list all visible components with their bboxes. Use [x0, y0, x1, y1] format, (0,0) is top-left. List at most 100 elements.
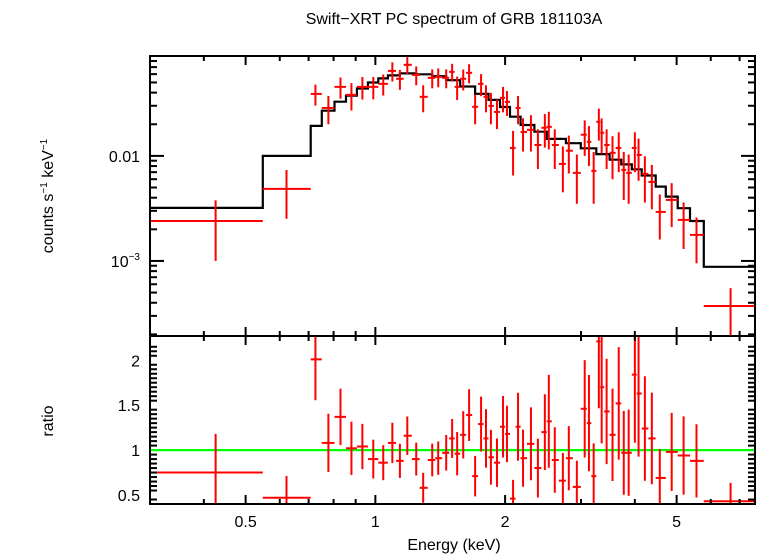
spectrum-data-point — [526, 115, 535, 152]
ratio-data-point — [703, 482, 755, 504]
ratio-data-point — [488, 429, 494, 485]
ratio-data-point — [493, 438, 500, 487]
spectrum-data-point — [356, 76, 368, 100]
ratio-data-point — [641, 376, 649, 481]
ratio-data-point — [505, 405, 511, 463]
ratio-data-point — [472, 455, 479, 497]
spectrum-data-point — [615, 132, 622, 173]
spectrum-data-point — [604, 129, 610, 170]
spectrum-data-point — [310, 84, 322, 106]
spectrum-data-point — [580, 120, 587, 156]
ratio-data-point — [483, 409, 489, 468]
y-tick-label: 1 — [131, 443, 140, 460]
ratio-data-point — [396, 443, 404, 478]
ylabel-sup1: −1 — [39, 182, 50, 194]
ylabel-base2: keV — [40, 150, 57, 182]
spectrum-data-point — [466, 64, 473, 84]
ratio-data-point — [677, 416, 690, 495]
x-tick-label: 2 — [501, 514, 510, 531]
ratio-data-point — [689, 424, 704, 498]
tick-exponent: −3 — [129, 252, 141, 263]
ratio-data-point — [631, 336, 637, 443]
x-axis-label: Energy (keV) — [407, 537, 500, 554]
spectrum-data-point — [442, 69, 450, 89]
spectrum-data-point — [565, 135, 573, 174]
spectrum-data-point — [665, 183, 678, 228]
y-tick-label: 2 — [131, 353, 140, 370]
ratio-data-point — [572, 460, 581, 504]
spectrum-data-point — [493, 99, 500, 130]
spectrum-y-axis-label: counts s−1 keV−1 — [39, 138, 57, 253]
ratio-data-point — [411, 442, 420, 476]
ratio-data-point — [150, 433, 263, 504]
spectrum-data-point — [551, 129, 559, 170]
spectrum-data-point — [387, 62, 397, 82]
spectrum-data-point — [449, 63, 455, 82]
spectrum-data-point — [454, 76, 461, 101]
ratio-data-point — [449, 418, 455, 458]
ratio-data-point — [346, 421, 357, 475]
spectrum-data-point — [396, 69, 404, 90]
spectrum-data-point — [689, 217, 704, 264]
x-tick-label: 0.5 — [234, 514, 256, 531]
ratio-data-point — [604, 358, 610, 465]
ratio-data-point — [591, 443, 597, 504]
x-ticks: 0.5 1 2 5 — [149, 56, 741, 531]
spectrum-data-point — [419, 85, 428, 113]
spectrum-data-point — [626, 154, 632, 204]
ratio-data-point — [565, 426, 573, 491]
ratio-data-point — [442, 434, 450, 471]
ratio-data-point — [586, 375, 592, 472]
ratio-data-point — [534, 438, 542, 498]
ratio-data-point — [600, 336, 605, 444]
spectrum-panel-frame — [149, 55, 756, 337]
spectrum-data-point — [367, 77, 379, 100]
spectrum-data-point — [505, 91, 511, 116]
spectrum-data-point — [346, 83, 357, 111]
ratio-data-point — [321, 413, 335, 473]
spectrum-data-point — [435, 68, 443, 88]
spectrum-data-point — [677, 202, 690, 249]
ratio-data-points — [150, 336, 755, 504]
ratio-data-point — [626, 409, 632, 496]
spectrum-data-points — [150, 57, 755, 336]
spectrum-data-point — [591, 151, 597, 204]
y-tick-label: 0.5 — [118, 488, 140, 505]
spectrum-data-point — [515, 95, 521, 125]
x-tick-label: 5 — [672, 514, 681, 531]
spectrum-data-point — [520, 118, 527, 152]
ratio-data-point — [262, 475, 311, 504]
ratio-y-axis-label: ratio — [40, 405, 57, 436]
spectrum-data-point — [411, 66, 420, 86]
spectrum-data-point — [150, 200, 263, 261]
ratio-panel-frame — [149, 335, 756, 505]
ratio-data-point — [310, 336, 322, 401]
spectrum-data-point — [648, 164, 656, 210]
ratio-data-point — [655, 448, 666, 504]
spectrum-data-point — [572, 154, 581, 204]
ratio-data-point — [621, 410, 627, 495]
ratio-data-point — [648, 392, 656, 485]
ratio-frame — [149, 335, 756, 505]
spectrum-data-point — [631, 132, 637, 173]
ratio-data-point — [551, 427, 559, 493]
spectrum-data-point — [321, 95, 335, 125]
spectrum-data-point — [483, 85, 489, 113]
ratio-data-point — [520, 429, 527, 487]
ratio-data-point — [427, 443, 436, 477]
ratio-data-point — [665, 412, 678, 491]
ratio-data-point — [403, 416, 412, 455]
spectrum-data-point — [621, 151, 627, 201]
spectrum-data-point — [472, 94, 479, 125]
ratio-data-point — [580, 360, 587, 458]
ratio-data-point — [636, 336, 642, 457]
spectrum-data-point — [558, 146, 566, 193]
ratio-data-point — [499, 395, 506, 458]
ratio-data-point — [510, 479, 516, 504]
y-tick-label: 1.5 — [118, 398, 140, 415]
spectrum-data-point — [600, 118, 605, 154]
ylabel-sup2: −1 — [39, 138, 50, 150]
spectrum-data-point — [596, 108, 601, 141]
ratio-data-point — [478, 396, 484, 452]
